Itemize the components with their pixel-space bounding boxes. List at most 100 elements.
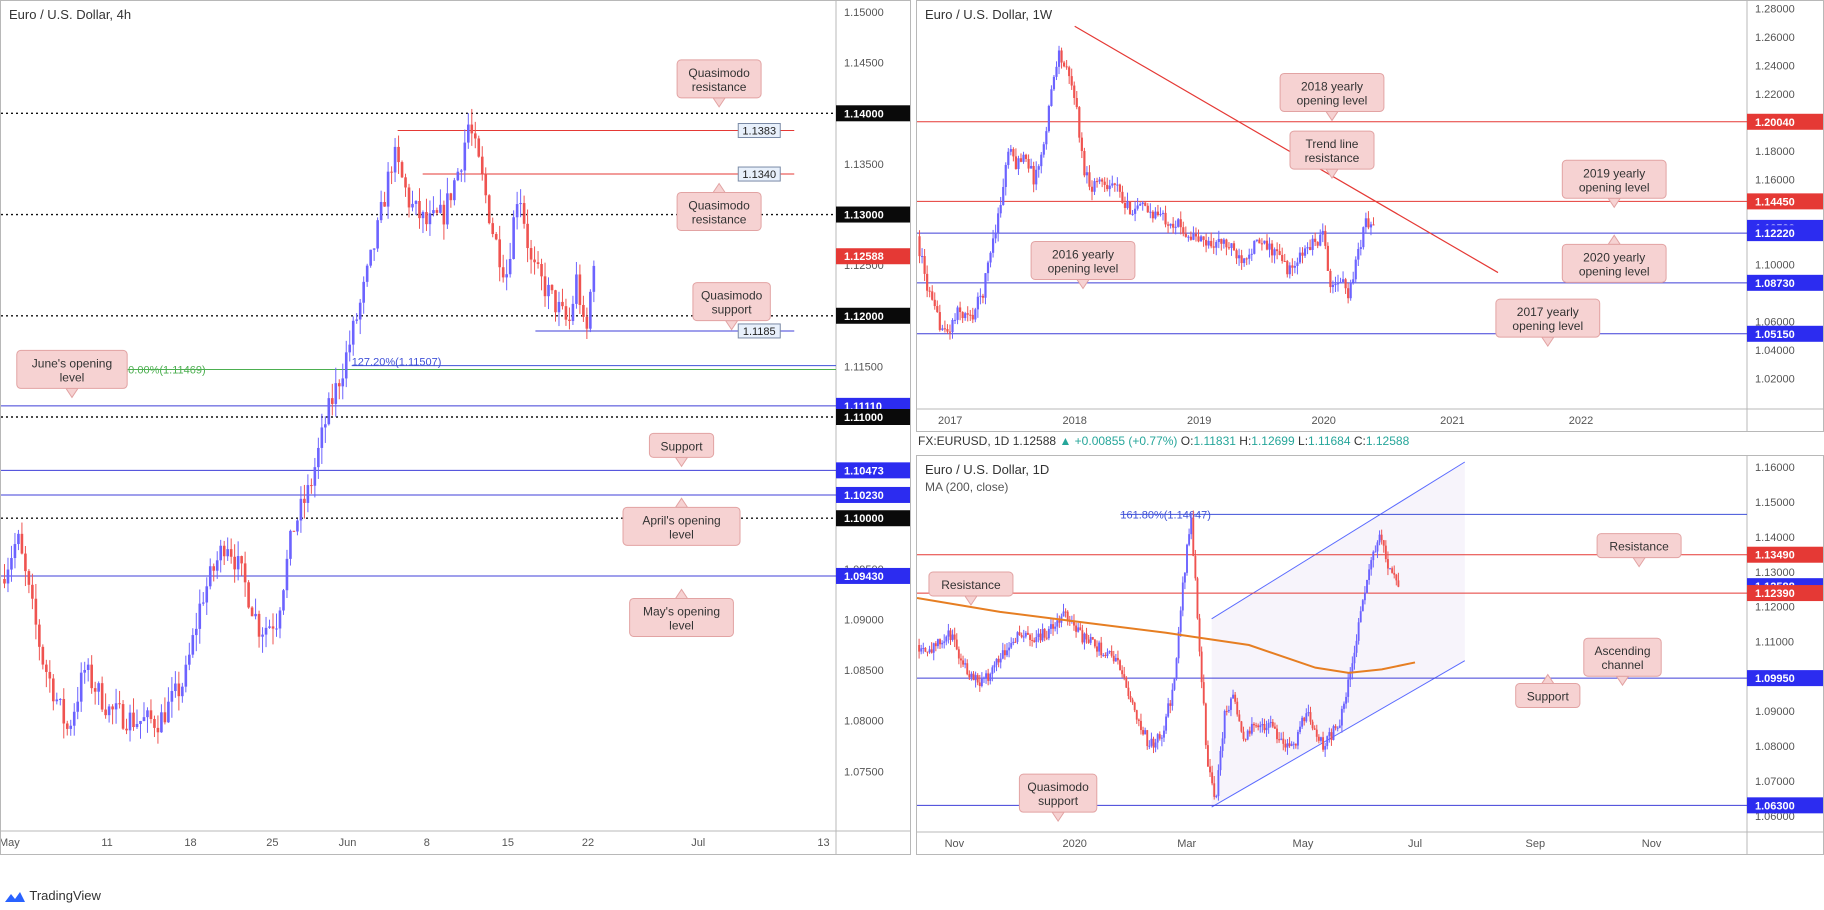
candle-body	[334, 383, 338, 404]
candle-body	[41, 646, 45, 665]
candle-body	[971, 314, 974, 320]
candle-body	[1123, 674, 1126, 678]
candle-body	[473, 133, 477, 139]
candle-body	[1006, 650, 1008, 656]
candle-body	[1091, 637, 1094, 640]
candle-body	[557, 301, 561, 313]
candle-body	[1217, 770, 1220, 797]
candle-body	[348, 344, 352, 353]
candle-body	[561, 301, 564, 307]
candle-body	[1114, 657, 1117, 662]
chart-panel-4h[interactable]: 1.150001.145001.135001.125001.115001.105…	[0, 0, 911, 855]
chart-canvas-4h[interactable]: 1.150001.145001.135001.125001.115001.105…	[1, 1, 910, 854]
candle-body	[470, 124, 474, 134]
annotation-text-line: opening level	[1048, 261, 1119, 275]
candle-body	[48, 671, 52, 679]
candle-body	[1101, 179, 1104, 182]
candle-body	[135, 723, 139, 728]
annotation-callout: Quasimodo resistance	[676, 182, 762, 231]
candle-body	[1313, 728, 1316, 730]
brand-name: TradingView	[29, 888, 101, 903]
tradingview-logo-icon	[5, 891, 25, 902]
candle-body	[1171, 689, 1174, 706]
candle-body	[1349, 282, 1352, 299]
candle-body	[931, 291, 934, 300]
candles	[918, 45, 1375, 340]
level-tag	[1747, 274, 1823, 291]
chart-panel-daily[interactable]: 1.16000 1.15000 1.14000 1.13000 1.12000 1.110…	[916, 455, 1824, 855]
candle-body	[1370, 560, 1373, 570]
candle-body	[1096, 646, 1098, 652]
candle-body	[1253, 723, 1255, 726]
candle-body	[1093, 181, 1096, 192]
candle-body	[1116, 657, 1119, 661]
annotation-text-line: 2016 yearly	[1052, 247, 1114, 261]
callout-pointer	[712, 97, 727, 108]
level-tag	[1747, 585, 1823, 602]
candle-body	[1194, 555, 1197, 579]
level-tag	[836, 105, 910, 122]
candle-body	[1284, 743, 1287, 748]
candle-body	[1139, 204, 1142, 206]
candle-body	[1064, 611, 1067, 613]
callout-pointer	[1325, 110, 1339, 122]
candle-body	[1083, 633, 1086, 643]
level-tag	[836, 510, 910, 527]
callout-box	[1279, 72, 1385, 112]
level-tag	[1747, 193, 1823, 210]
callout-pointer	[65, 387, 79, 399]
annotation-callout: 2017 yearly opening level	[1495, 298, 1601, 348]
candle-body	[1177, 631, 1180, 659]
annotation-text: Quasimodo support	[701, 289, 763, 317]
candle-body	[920, 648, 923, 652]
annotation-callout: 2020 yearly opening level	[1561, 234, 1667, 283]
candle-body	[1237, 255, 1241, 259]
candle-body	[1052, 624, 1054, 629]
candle-body	[212, 566, 216, 571]
level-label: 1.12220	[1755, 228, 1795, 240]
candle-body	[1273, 249, 1276, 256]
candle-body	[1349, 671, 1352, 680]
candle-body	[1255, 239, 1258, 241]
chart-title-daily: Euro / U.S. Dollar, 1D	[925, 462, 1050, 477]
candle-body	[1202, 682, 1205, 704]
annotation-text-line: opening level	[1579, 264, 1650, 278]
candle-body	[1317, 736, 1320, 741]
x-tick-label: 2018	[1062, 415, 1086, 427]
candle-body	[1165, 716, 1168, 731]
candle-body	[969, 314, 972, 316]
chart-canvas-weekly[interactable]: 1.28000 1.26000 1.24000 1.22000 1.18000 1.160…	[917, 1, 1823, 431]
annotation-text: May's opening level	[643, 604, 720, 632]
candle-body	[442, 204, 446, 225]
candle-body	[526, 223, 529, 249]
candle-body	[407, 187, 411, 208]
chart-canvas-daily[interactable]: 1.16000 1.15000 1.14000 1.13000 1.12000 1.110…	[917, 456, 1823, 854]
level-tag	[737, 166, 781, 182]
candle-body	[1004, 165, 1007, 187]
candle-body	[1367, 218, 1370, 228]
annotation-callout: April's opening level	[622, 497, 741, 546]
symbol-label[interactable]: FX:EURUSD, 1D	[918, 434, 1010, 448]
candle-body	[1347, 679, 1350, 697]
candle-body	[1389, 568, 1391, 570]
annotation-text: Ascending channel	[1594, 644, 1650, 672]
candle-body	[1173, 678, 1176, 690]
candle-body	[1050, 624, 1052, 629]
candle-body	[1052, 76, 1056, 90]
candle-body	[1354, 259, 1357, 280]
candle-body	[1146, 205, 1149, 213]
footer-brand[interactable]: TradingView	[4, 888, 101, 904]
candle-body	[369, 249, 372, 266]
candle-body	[1128, 201, 1132, 215]
chart-panel-weekly[interactable]: 1.28000 1.26000 1.24000 1.22000 1.18000 1.160…	[916, 0, 1824, 432]
candle-body	[962, 660, 964, 665]
candle-body	[201, 602, 205, 604]
candle-body	[247, 582, 250, 608]
candle-body	[83, 669, 86, 673]
low-label: L:	[1298, 434, 1309, 448]
callout-box	[629, 597, 734, 637]
candle-body	[1121, 670, 1124, 675]
level-tag	[836, 307, 910, 324]
candle-body	[107, 706, 111, 716]
y-tick-label: 1.04000	[1755, 345, 1795, 357]
